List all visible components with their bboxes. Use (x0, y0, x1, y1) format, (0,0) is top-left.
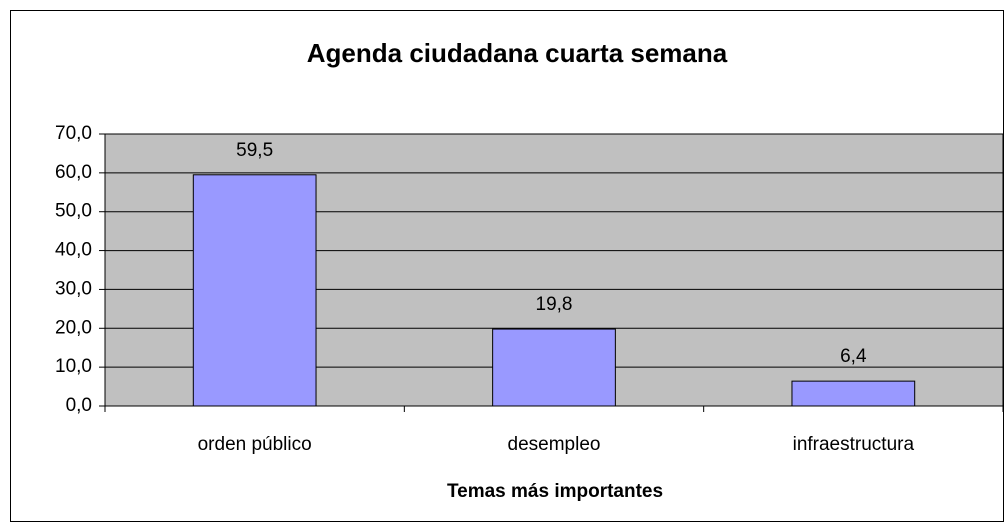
x-tick-label: orden público (198, 434, 312, 455)
x-tick-label: infraestructura (793, 434, 915, 455)
data-label: 59,5 (236, 140, 273, 161)
y-tick-label: 20,0 (55, 317, 92, 338)
bar (791, 380, 916, 407)
y-tick-label: 0,0 (66, 395, 92, 416)
x-tick-label: desempleo (508, 434, 601, 455)
x-axis-label: Temas más importantes (447, 481, 663, 502)
y-tick-label: 60,0 (55, 162, 92, 183)
bar (492, 328, 616, 407)
bar (192, 174, 317, 407)
y-tick-label: 70,0 (55, 123, 92, 144)
data-label: 6,4 (840, 346, 867, 367)
data-label: 19,8 (536, 294, 573, 315)
chart-title: Agenda ciudadana cuarta semana (307, 38, 728, 68)
y-tick-label: 50,0 (55, 201, 92, 222)
y-tick-label: 40,0 (55, 240, 92, 261)
y-tick-label: 30,0 (55, 278, 92, 299)
y-tick-label: 10,0 (55, 356, 92, 377)
